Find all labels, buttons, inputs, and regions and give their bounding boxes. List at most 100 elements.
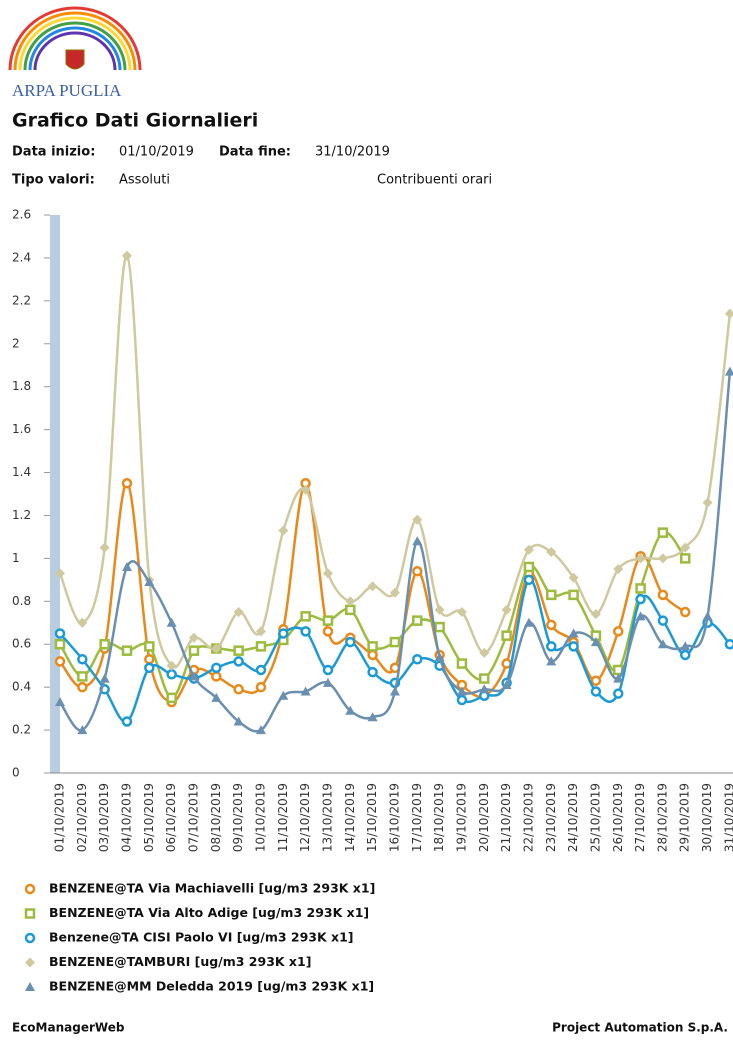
marker	[144, 576, 155, 586]
marker	[590, 686, 602, 697]
marker	[590, 609, 601, 620]
marker	[546, 589, 557, 601]
y-tick-label: 2.2	[12, 293, 31, 307]
marker	[523, 561, 535, 573]
marker	[657, 553, 668, 564]
marker	[322, 626, 334, 637]
marker	[233, 684, 244, 695]
marker	[434, 604, 445, 615]
marker	[188, 632, 199, 643]
value: Contribuenti orari	[377, 173, 492, 188]
marker	[389, 636, 401, 648]
marker	[99, 638, 110, 650]
marker	[679, 606, 691, 618]
marker	[55, 568, 65, 579]
marker	[456, 694, 468, 706]
marker	[434, 621, 445, 633]
marker	[412, 514, 423, 525]
marker	[211, 671, 222, 682]
marker	[613, 626, 624, 637]
line	[58, 254, 732, 669]
x-tick-label: 19/10/2019	[454, 783, 468, 852]
marker	[613, 564, 624, 575]
marker	[635, 593, 646, 605]
marker	[144, 654, 155, 665]
marker	[99, 542, 110, 553]
marker	[77, 725, 88, 735]
marker	[278, 690, 289, 700]
marker	[121, 478, 133, 489]
marker	[590, 675, 602, 686]
marker	[412, 566, 423, 577]
marker	[54, 638, 66, 650]
x-tick-label: 03/10/2019	[97, 783, 111, 852]
marker	[657, 615, 669, 626]
marker	[412, 654, 423, 665]
x-tick-label: 23/10/2019	[544, 783, 558, 852]
x-tick-label: 30/10/2019	[700, 783, 714, 852]
legend: BENZENE@TA Via Machiavelli [ug/m3 293K x…	[24, 881, 375, 994]
x-tick-label: 16/10/2019	[387, 783, 401, 852]
x-tick-label: 08/10/2019	[209, 783, 223, 852]
marker	[211, 643, 222, 654]
marker	[121, 561, 132, 571]
x-tick-label: 14/10/2019	[343, 783, 357, 852]
marker	[322, 664, 334, 676]
marker	[680, 641, 691, 651]
marker	[523, 574, 535, 586]
marker	[233, 645, 244, 656]
y-tick-label: 1.6	[12, 422, 31, 436]
legend-label: BENZENE@TA Via Alto Adige [ug/m3 293K x1…	[49, 905, 369, 920]
marker	[568, 572, 579, 583]
marker	[233, 607, 244, 618]
marker	[300, 611, 311, 622]
legend-label: BENZENE@TA Via Machiavelli [ug/m3 293K x…	[49, 881, 375, 896]
marker	[255, 626, 266, 637]
marker	[188, 645, 200, 656]
x-tick-label: 24/10/2019	[566, 783, 580, 852]
marker	[613, 688, 624, 699]
marker	[679, 553, 691, 564]
marker	[24, 908, 36, 919]
marker	[25, 957, 35, 968]
y-tick-label: 1.4	[12, 465, 31, 479]
marker	[546, 619, 557, 631]
marker	[657, 639, 668, 649]
marker	[77, 654, 88, 665]
marker	[635, 611, 646, 621]
marker	[255, 664, 267, 676]
legend-label: BENZENE@MM Deledda 2019 [ug/m3 293K x1]	[49, 979, 374, 994]
label: Tipo valori:	[12, 173, 95, 188]
marker	[166, 660, 177, 671]
marker	[412, 536, 423, 546]
marker	[121, 716, 133, 727]
series	[54, 527, 691, 704]
marker	[501, 658, 512, 669]
marker	[389, 587, 400, 598]
marker	[456, 686, 467, 696]
x-tick-label: 12/10/2019	[298, 783, 312, 852]
marker	[255, 641, 267, 652]
x-tick-label: 11/10/2019	[276, 783, 290, 852]
plot: 0 0.2 0.4 0.6 0.8 1 1.2 1.4 1.6 1.8 2 2.2 2.4 2.6 01/1…	[12, 208, 733, 852]
marker	[456, 658, 468, 669]
marker	[412, 615, 423, 626]
marker	[77, 617, 88, 628]
label: Data inizio:	[12, 145, 95, 160]
marker	[501, 604, 512, 615]
marker	[546, 546, 557, 557]
marker	[25, 982, 35, 991]
brand: ARPA PUGLIA	[12, 81, 122, 100]
marker	[144, 641, 155, 652]
marker	[211, 662, 222, 674]
marker	[188, 671, 199, 681]
marker	[367, 641, 378, 652]
marker	[166, 669, 177, 680]
page-title: Grafico Dati Giornalieri	[12, 110, 258, 132]
marker	[456, 607, 467, 618]
series	[54, 574, 733, 727]
x-tick-label: 28/10/2019	[655, 783, 669, 852]
marker	[55, 697, 65, 707]
marker	[501, 680, 512, 690]
y-tick-label: 1.2	[12, 508, 31, 522]
